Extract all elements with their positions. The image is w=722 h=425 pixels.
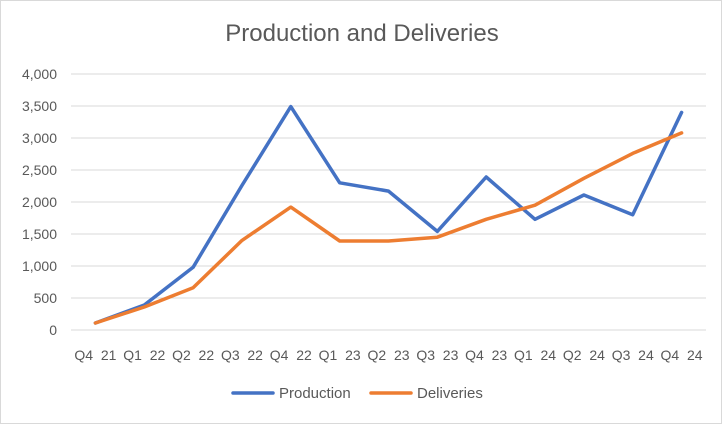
- x-tick-label: Q3 23: [416, 347, 458, 363]
- y-axis-ticks: 0 500 1,000 1,500 2,000 2,500 3,000 3,500 4,000: [22, 66, 57, 338]
- x-tick-label: Q4 21: [74, 347, 116, 363]
- x-tick-label: Q4 23: [465, 347, 507, 363]
- legend: Production Deliveries: [231, 385, 483, 402]
- legend-label-deliveries: Deliveries: [417, 385, 483, 402]
- y-tick-label: 4,000: [22, 66, 57, 82]
- y-tick-label: 2,500: [22, 162, 57, 178]
- x-tick-label: Q2 24: [563, 347, 605, 363]
- series-lines: [93, 104, 684, 325]
- x-tick-label: Q4 24: [661, 347, 703, 363]
- y-tick-label: 1,500: [22, 226, 57, 242]
- y-tick-label: 2,000: [22, 194, 57, 210]
- y-tick-label: 1,000: [22, 258, 57, 274]
- series-line-production: [93, 104, 684, 325]
- x-tick-label: Q3 24: [612, 347, 654, 363]
- x-tick-label: Q2 22: [172, 347, 214, 363]
- x-tick-label: Q1 24: [514, 347, 556, 363]
- y-tick-label: 500: [34, 290, 58, 306]
- series-line-deliveries: [93, 131, 684, 325]
- gridlines: [71, 73, 706, 331]
- x-tick-label: Q3 22: [221, 347, 263, 363]
- x-tick-label: Q1 23: [319, 347, 361, 363]
- y-tick-label: 3,000: [22, 130, 57, 146]
- x-tick-label: Q1 22: [123, 347, 165, 363]
- y-tick-label: 3,500: [22, 98, 57, 114]
- y-tick-label: 0: [49, 322, 57, 338]
- x-tick-label: Q4 22: [270, 347, 312, 363]
- x-tick-label: Q2 23: [367, 347, 409, 363]
- legend-label-production: Production: [279, 385, 351, 402]
- x-axis-ticks: Q4 21 Q1 22 Q2 22 Q3 22 Q4 22 Q1 23 Q2 23 Q3 23…: [74, 347, 702, 363]
- chart-title: Production and Deliveries: [225, 20, 498, 47]
